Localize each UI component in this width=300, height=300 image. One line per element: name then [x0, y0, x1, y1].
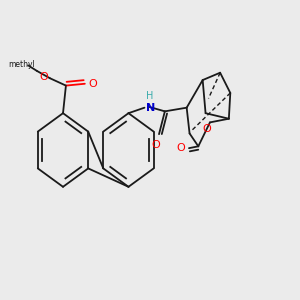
- Text: O: O: [88, 79, 97, 89]
- Text: O: O: [40, 73, 49, 82]
- Text: O: O: [202, 124, 211, 134]
- Text: N: N: [146, 103, 155, 113]
- Text: methyl: methyl: [9, 60, 35, 69]
- Text: H: H: [146, 91, 153, 101]
- Text: O: O: [152, 140, 161, 150]
- Text: O: O: [177, 143, 185, 153]
